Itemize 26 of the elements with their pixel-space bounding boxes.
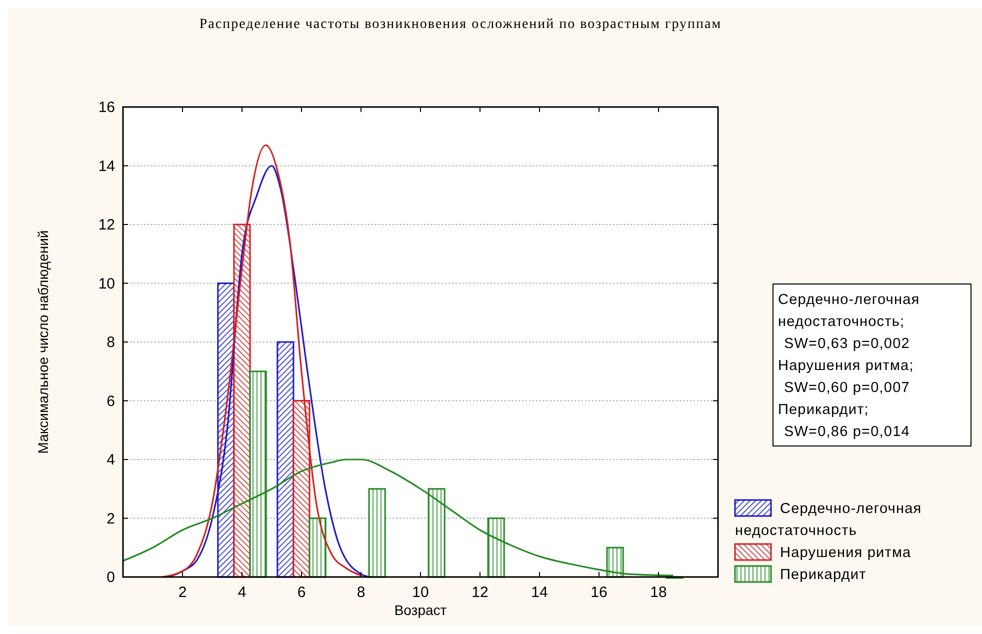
- y-tick-label: 10: [98, 275, 115, 292]
- x-tick-label: 6: [297, 584, 306, 601]
- y-tick-label: 12: [98, 216, 115, 234]
- y-tick-label: 8: [106, 334, 115, 351]
- x-tick-label: 16: [590, 584, 608, 601]
- legend-label: Нарушения ритма: [780, 545, 912, 561]
- x-tick-label: 2: [178, 584, 187, 601]
- x-tick-label: 12: [472, 584, 488, 601]
- y-tick-label: 4: [106, 452, 115, 468]
- x-tick-label: 8: [356, 584, 366, 601]
- x-tick-label: 4: [238, 584, 246, 601]
- y-tick-label: 6: [106, 392, 115, 410]
- text: Сердечно-легочная недостаточность; SW=0,63 p=0,002: [778, 292, 920, 352]
- y-tick-label: 2: [106, 510, 115, 528]
- y-tick-label: 0: [106, 569, 115, 586]
- y-tick-label: 16: [98, 99, 115, 116]
- text: Перикардит; SW=0,86 p=0,014: [778, 402, 910, 440]
- text: Нарушения ритма; SW=0,60 p=0,007: [778, 358, 914, 396]
- x-tick-label: 14: [531, 584, 548, 601]
- chart-title: Распределение частоты возникновения осложнений по возрастным группам: [199, 17, 722, 32]
- x-tick-label: 10: [412, 584, 429, 601]
- x-tick-label: 18: [650, 584, 667, 601]
- legend-label: Перикардит: [780, 567, 866, 583]
- x-axis-title: Возраст: [394, 602, 448, 618]
- y-tick-label: 14: [98, 158, 115, 175]
- y-axis-title: Максимальное число наблюдений: [35, 230, 51, 454]
